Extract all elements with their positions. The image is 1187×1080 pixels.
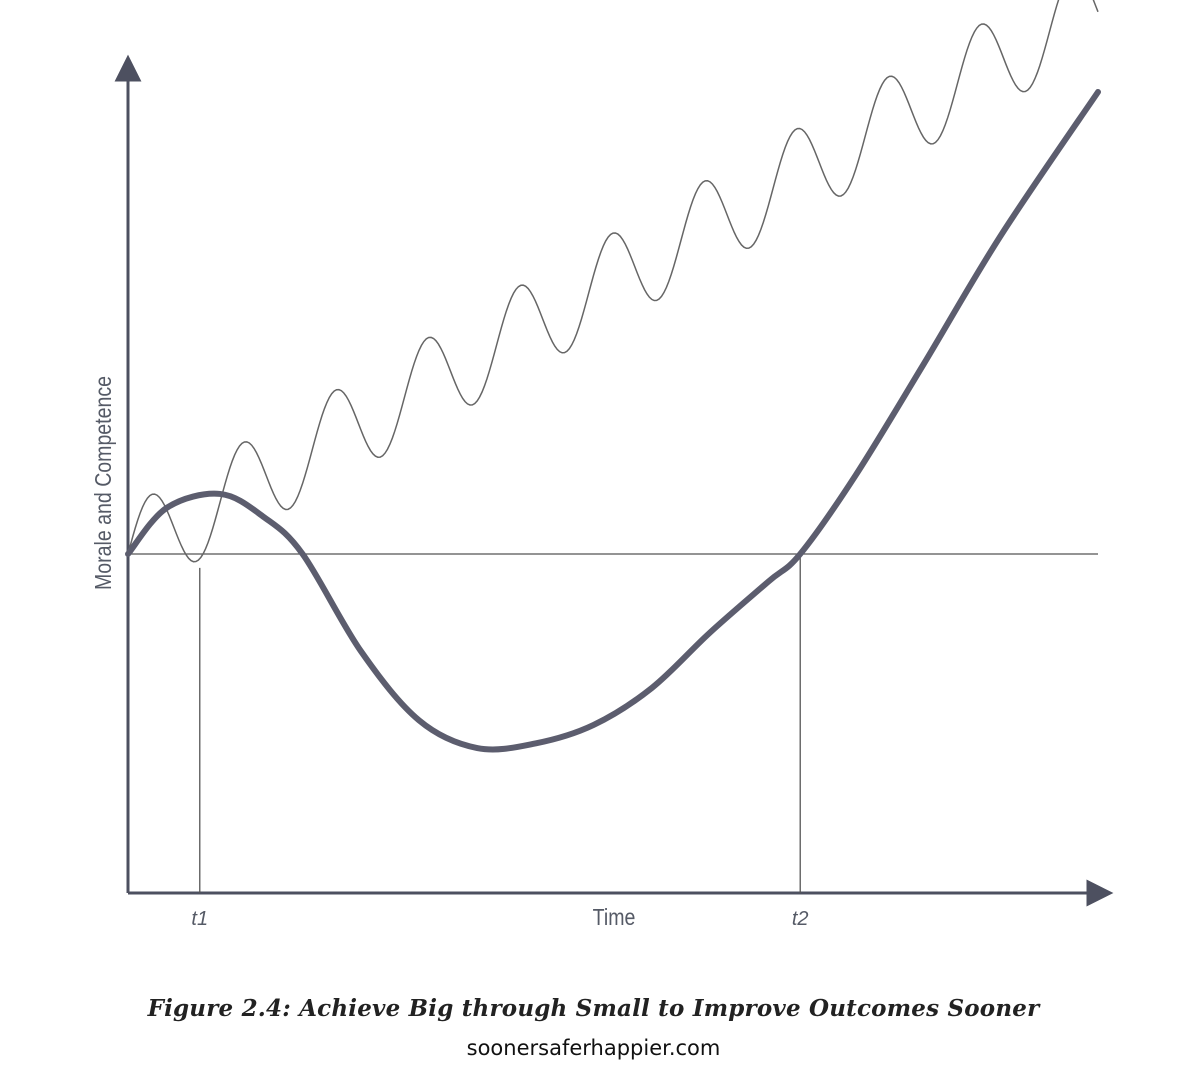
series-line-big-through-small: [127, 0, 1099, 563]
x-tick-label-t2: t2: [792, 908, 809, 930]
figure-caption: Figure 2.4: Achieve Big through Small to…: [147, 995, 1040, 1022]
x-tick-label-t1: t1: [191, 908, 208, 930]
source-text: soonersaferhappier.com: [466, 1036, 721, 1060]
y-axis-label: Morale and Competence: [91, 376, 117, 590]
series-line-big-bang: [125, 89, 1101, 753]
x-axis-label: Time: [593, 905, 636, 931]
